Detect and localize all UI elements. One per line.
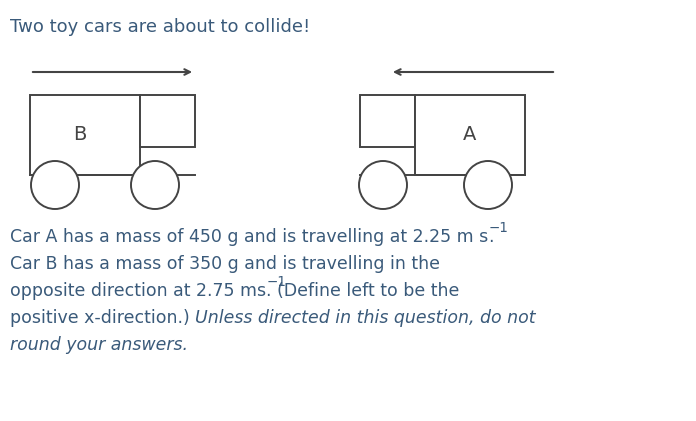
- Ellipse shape: [464, 161, 512, 209]
- Text: Unless directed in this question, do not: Unless directed in this question, do not: [196, 309, 536, 327]
- Bar: [360, 95, 415, 147]
- Text: A: A: [464, 125, 477, 144]
- Text: −1: −1: [266, 275, 286, 289]
- Text: Car A has a mass of 450 g and is travelling at 2.25 m s: Car A has a mass of 450 g and is travell…: [10, 228, 489, 246]
- Text: −1: −1: [489, 221, 508, 235]
- Text: positive x-direction.): positive x-direction.): [10, 309, 196, 327]
- Text: Two toy cars are about to collide!: Two toy cars are about to collide!: [10, 18, 310, 36]
- Text: Car B has a mass of 350 g and is travelling in the: Car B has a mass of 350 g and is travell…: [10, 255, 440, 273]
- Ellipse shape: [31, 161, 79, 209]
- Text: round your answers.: round your answers.: [10, 336, 188, 354]
- Bar: [30, 95, 140, 175]
- Ellipse shape: [131, 161, 179, 209]
- Bar: [415, 95, 525, 175]
- Text: B: B: [73, 125, 86, 144]
- Ellipse shape: [359, 161, 407, 209]
- Text: .: .: [489, 228, 493, 246]
- Text: opposite direction at 2.75 ms: opposite direction at 2.75 ms: [10, 282, 266, 300]
- Bar: [140, 95, 195, 147]
- Text: . (Define left to be the: . (Define left to be the: [266, 282, 459, 300]
